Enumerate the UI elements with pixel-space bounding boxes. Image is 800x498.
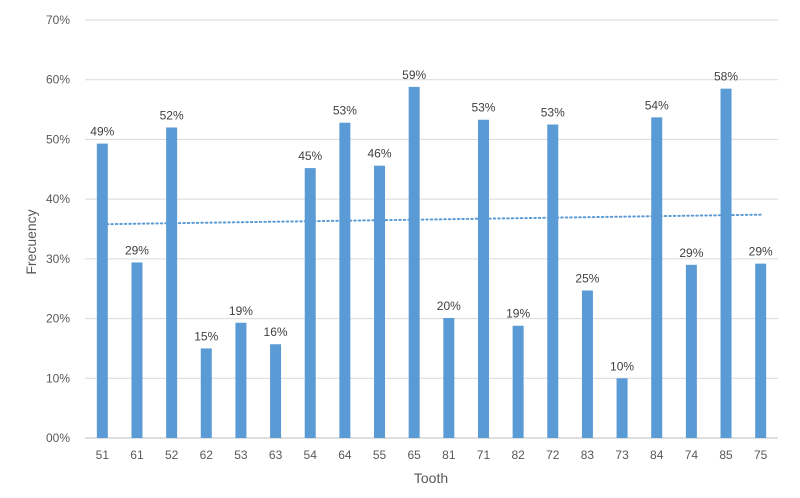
y-axis-ticks: 00% 10% 20% 30% 40% 50% 60% 70%: [46, 13, 70, 445]
bar-74: [685, 264, 697, 438]
x-tick-label: 62: [200, 448, 214, 462]
data-label: 45%: [298, 149, 322, 163]
x-tick-label: 51: [96, 448, 110, 462]
bar-72: [547, 124, 559, 438]
bar-54: [304, 168, 316, 438]
x-tick-label: 64: [338, 448, 352, 462]
bar-82: [512, 325, 524, 438]
x-tick-label: 75: [754, 448, 768, 462]
x-tick-label: 55: [373, 448, 387, 462]
bar-63: [270, 344, 282, 438]
x-tick-label: 85: [719, 448, 733, 462]
bar-81: [443, 317, 455, 438]
data-labels: 49% 29% 52% 15% 19% 16% 45% 53% 46% 59% 20% 53% 19% 5…: [90, 68, 773, 373]
x-tick-label: 83: [581, 448, 595, 462]
bar-83: [581, 290, 593, 438]
bar-65: [408, 86, 420, 438]
bar-55: [374, 165, 386, 438]
x-tick-label: 71: [477, 448, 491, 462]
data-label: 54%: [645, 98, 669, 112]
data-label: 19%: [506, 307, 530, 321]
y-tick-label: 60%: [46, 73, 70, 87]
x-tick-label: 81: [442, 448, 456, 462]
bar-62: [200, 348, 212, 438]
x-tick-label: 73: [615, 448, 629, 462]
x-tick-label: 61: [130, 448, 144, 462]
data-label: 29%: [125, 243, 149, 257]
data-label: 29%: [749, 245, 773, 259]
bars: [96, 86, 767, 439]
x-axis-label: Tooth: [414, 470, 448, 486]
data-label: 16%: [264, 325, 288, 339]
bar-85: [720, 88, 732, 439]
bar-61: [131, 262, 143, 438]
x-tick-label: 82: [511, 448, 525, 462]
trendline: [101, 213, 762, 226]
x-tick-label: 72: [546, 448, 560, 462]
x-tick-label: 54: [304, 448, 318, 462]
bar-53: [235, 322, 247, 438]
x-tick-label: 65: [407, 448, 421, 462]
trendline-group: [101, 213, 762, 226]
data-label: 53%: [471, 101, 495, 115]
y-tick-label: 50%: [46, 132, 70, 146]
bar-51: [96, 143, 108, 438]
y-tick-label: 20%: [46, 312, 70, 326]
data-label: 59%: [402, 68, 426, 82]
bar-73: [616, 378, 628, 438]
data-label: 53%: [333, 104, 357, 118]
bar-84: [651, 117, 663, 438]
data-label: 15%: [194, 329, 218, 343]
data-label: 10%: [610, 359, 634, 373]
data-label: 53%: [541, 106, 565, 120]
bar-64: [339, 122, 351, 439]
y-tick-label: 00%: [46, 431, 70, 445]
y-tick-label: 30%: [46, 252, 70, 266]
data-label: 29%: [679, 246, 703, 260]
y-tick-label: 70%: [46, 13, 70, 27]
y-axis-label: Frecuency: [23, 209, 39, 274]
y-tick-label: 40%: [46, 192, 70, 206]
data-label: 58%: [714, 70, 738, 84]
data-label: 19%: [229, 304, 253, 318]
data-label: 25%: [575, 272, 599, 286]
bar-52: [166, 127, 178, 438]
x-tick-label: 74: [685, 448, 699, 462]
x-tick-label: 84: [650, 448, 664, 462]
bar-71: [477, 119, 489, 439]
gridlines: [85, 19, 778, 439]
data-label: 46%: [368, 147, 392, 161]
x-tick-label: 53: [234, 448, 248, 462]
bar-75: [755, 263, 767, 438]
data-label: 49%: [90, 125, 114, 139]
data-label: 52%: [160, 108, 184, 122]
data-label: 20%: [437, 299, 461, 313]
x-tick-label: 63: [269, 448, 283, 462]
x-axis-ticks: 51 61 52 62 53 63 54 64 55 65 81 71 82 72 83 73 84 74 85 75: [96, 448, 768, 462]
x-tick-label: 52: [165, 448, 179, 462]
y-tick-label: 10%: [46, 371, 70, 385]
